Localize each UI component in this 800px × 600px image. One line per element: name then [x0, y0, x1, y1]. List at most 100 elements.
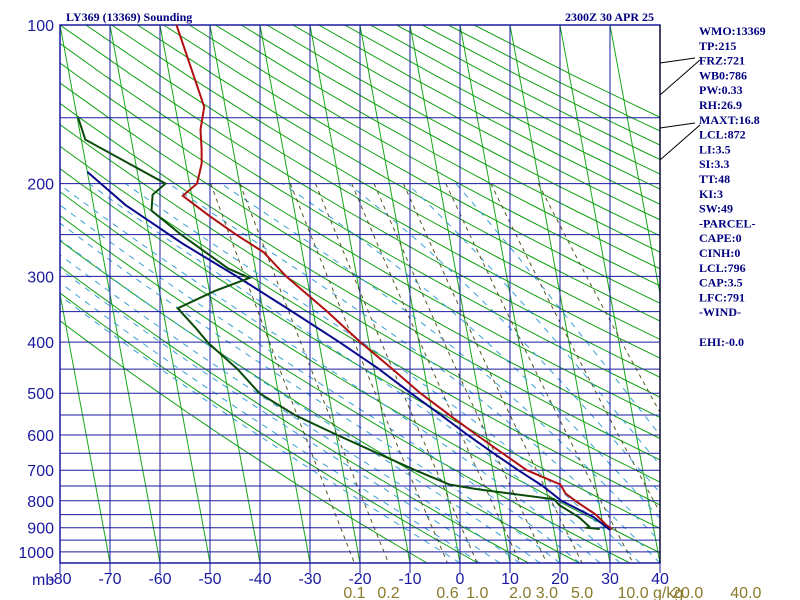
chart-title: LY369 (13369) Sounding [66, 10, 192, 24]
mixing-ratio-label: 20.0 [672, 585, 703, 600]
dry-adiabat [60, 320, 428, 563]
mixing-ratio-label: 0.2 [377, 585, 399, 600]
temp-tick-label: -70 [98, 571, 121, 588]
dry-adiabat [60, 102, 660, 461]
dry-adiabat [215, 25, 660, 270]
temp-tick-label: -20 [348, 571, 371, 588]
dewpoint-trace [77, 117, 600, 530]
pressure-tick-label: 400 [27, 335, 54, 352]
temp-tick-label: 0 [456, 571, 465, 588]
index-item: LCL:872 [699, 128, 746, 142]
temperature-trace [175, 24, 613, 530]
pressure-tick-label: 1000 [18, 545, 54, 562]
dry-adiabat [60, 145, 660, 506]
mixing-ratio-label: 5.0 [571, 585, 593, 600]
mixing-ratio-label: 1.0 [466, 585, 488, 600]
plot-frame [59, 24, 701, 573]
dry-adiabat [60, 62, 660, 419]
wind-barb [659, 57, 696, 64]
mixing-ratio-label: 10.0 [617, 585, 648, 600]
temp-tick-label: 30 [601, 571, 619, 588]
mixing-ratio-line [289, 183, 448, 563]
pressure-tick-label: 500 [27, 386, 54, 403]
mixing-ratio-label: 0.1 [343, 585, 365, 600]
index-item: LFC:791 [699, 290, 745, 304]
index-item: WMO:13369 [699, 24, 766, 38]
dry-adiabat [60, 215, 631, 563]
dry-adiabat [137, 25, 660, 322]
temp-tick-label: 20 [551, 571, 569, 588]
wind-barb [659, 124, 701, 161]
dry-adiabat [163, 25, 660, 304]
indices-panel: WMO:13369TP:215FRZ:721WB0:786PW:0.33RH:2… [699, 24, 766, 349]
index-item: SI:3.3 [699, 157, 729, 171]
moist-adiabat [455, 183, 660, 437]
moist-adiabat [60, 294, 461, 563]
mixing-ratio-line [210, 183, 355, 563]
mixing-ratio-unit: g/kg [653, 585, 683, 600]
index-item: LCL:796 [699, 261, 746, 275]
index-item: WB0:786 [699, 68, 747, 82]
index-item: KI:3 [699, 187, 723, 201]
moist-adiabat [347, 183, 660, 494]
wind-barb [659, 122, 696, 129]
index-item: -WIND- [699, 305, 741, 319]
temp-tick-label: -50 [198, 571, 221, 588]
moist-adiabat [60, 281, 481, 563]
dry-adiabat [60, 25, 660, 378]
index-item: SW:49 [699, 202, 733, 216]
index-item: CAPE:0 [699, 231, 742, 245]
mixing-ratio-label: 2.0 [509, 585, 531, 600]
chart-time: 2300Z 30 APR 25 [565, 10, 654, 24]
index-item: RH:26.9 [699, 98, 742, 112]
temp-tick-label: -10 [398, 571, 421, 588]
index-item: EHI:-0.0 [699, 335, 744, 349]
dry-adiabat [85, 25, 660, 359]
temp-tick-label: 10 [501, 571, 519, 588]
moist-adiabat [60, 204, 581, 563]
mixing-ratio-label: 0.6 [436, 585, 458, 600]
temp-tick-label: -30 [298, 571, 321, 588]
index-item: TP:215 [699, 39, 736, 53]
index-item: CINH:0 [699, 246, 740, 260]
mixing-ratio-line [239, 183, 389, 563]
mixing-ratio-line [315, 183, 478, 563]
index-item: -PARCEL- [699, 216, 755, 230]
pressure-tick-label: 900 [27, 521, 54, 538]
dry-adiabat [60, 42, 660, 398]
temp-tick-label: -40 [248, 571, 271, 588]
index-item: TT:48 [699, 172, 730, 186]
moist-adiabat [60, 254, 521, 563]
temp-tick-label: -80 [48, 571, 71, 588]
moist-adiabat [60, 268, 501, 563]
temp-tick-label: -60 [148, 571, 171, 588]
dry-adiabat [60, 82, 660, 439]
pressure-tick-label: 800 [27, 494, 54, 511]
parcel-trace [86, 171, 612, 532]
pressure-tick-label: 700 [27, 463, 54, 480]
mixing-ratio-line [351, 183, 521, 563]
pressure-tick-label: 200 [27, 177, 54, 194]
moist-adiabat [88, 183, 621, 563]
pressure-tick-label: 300 [27, 269, 54, 286]
index-item: PW:0.33 [699, 83, 743, 97]
mixing-ratio-line [445, 183, 634, 563]
pressure-tick-label: 100 [27, 18, 54, 35]
mixing-ratio-line [490, 183, 660, 514]
dry-adiabat [60, 123, 660, 483]
dry-adiabat [111, 25, 660, 340]
moist-adiabat [282, 183, 660, 520]
moist-adiabat [168, 183, 660, 563]
mixing-ratio-label: 40.0 [730, 585, 761, 600]
dry-adiabat [189, 25, 660, 287]
mixing-ratio-label: 3.0 [536, 585, 558, 600]
index-item: CAP:3.5 [699, 276, 743, 290]
dry-adiabat [60, 292, 479, 563]
index-item: LI:3.5 [699, 142, 731, 156]
wind-barb [659, 59, 701, 96]
pressure-unit-label: mb [32, 572, 54, 589]
mixing-ratio-line [537, 183, 660, 414]
temp-tick-label: 40 [651, 571, 669, 588]
